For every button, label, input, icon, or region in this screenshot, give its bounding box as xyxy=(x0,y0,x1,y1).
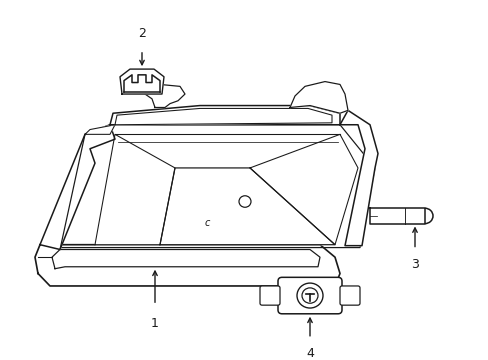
Polygon shape xyxy=(369,208,424,224)
FancyBboxPatch shape xyxy=(278,277,341,314)
Polygon shape xyxy=(289,82,347,113)
Polygon shape xyxy=(249,134,357,245)
Polygon shape xyxy=(85,125,115,134)
Polygon shape xyxy=(35,245,339,286)
Text: 1: 1 xyxy=(151,317,159,330)
Polygon shape xyxy=(40,125,115,249)
Polygon shape xyxy=(52,249,319,269)
Circle shape xyxy=(302,288,317,303)
Polygon shape xyxy=(120,69,163,94)
FancyBboxPatch shape xyxy=(260,286,280,305)
Polygon shape xyxy=(115,108,331,125)
Polygon shape xyxy=(95,134,175,245)
Polygon shape xyxy=(145,85,184,108)
Text: 3: 3 xyxy=(410,258,418,271)
Polygon shape xyxy=(339,111,377,246)
Polygon shape xyxy=(60,125,374,248)
Text: c: c xyxy=(204,217,210,228)
Circle shape xyxy=(296,283,323,308)
Text: 4: 4 xyxy=(305,347,313,360)
Text: 2: 2 xyxy=(138,27,145,40)
Polygon shape xyxy=(110,105,339,125)
FancyBboxPatch shape xyxy=(339,286,359,305)
Polygon shape xyxy=(160,168,334,245)
